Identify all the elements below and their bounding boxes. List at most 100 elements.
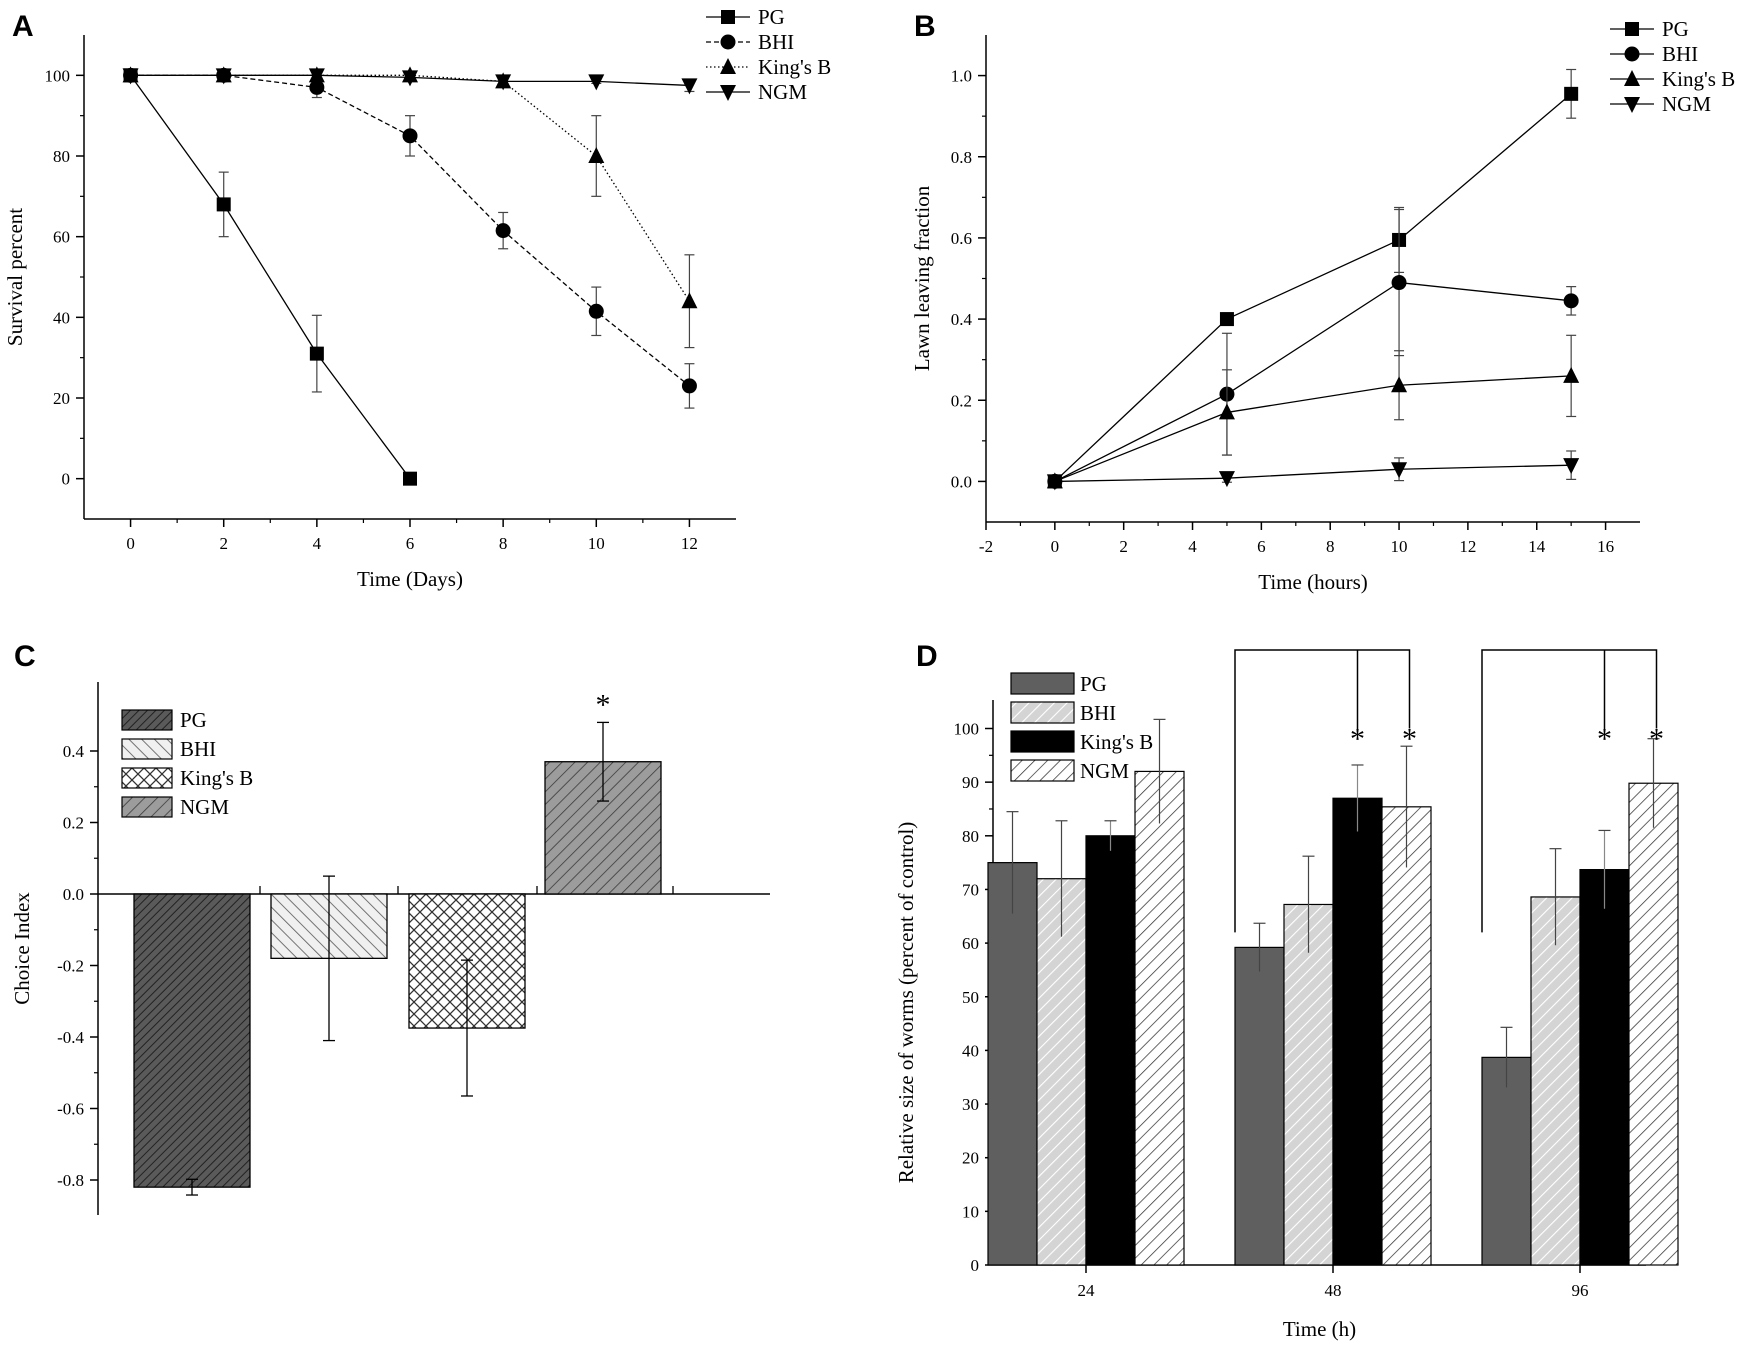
panel-d-y-tick-label: 20 [962,1149,979,1168]
panel-letter-b: B [914,10,936,43]
panel-a-y-tick-label: 100 [45,66,71,85]
panel-b-series-bhi [1047,208,1579,489]
panel-d-y-tick-label: 70 [962,880,979,899]
panel-b-data-point [1563,458,1580,475]
panel-d-legend-label: BHI [1080,701,1116,725]
panel-a-data-point [308,68,325,85]
panel-d-y-tick-label: 0 [971,1256,980,1275]
panel-a-series-line [130,74,411,480]
panel-a-data-point [403,471,417,486]
panel-a-y-tick-label: 0 [62,470,71,489]
panel-b-x-tick-label: -2 [979,537,993,556]
panel-a-data-point [681,78,698,95]
panel-d-bar [1332,797,1383,1266]
panel-c-legend-swatch [121,796,173,818]
panel-a-y-tick-label: 80 [53,147,70,166]
panel-d-bar [1283,903,1334,1266]
panel-b-y-tick-label: 0.0 [951,472,972,491]
panel-b-data-point [1391,462,1408,479]
panel-a-data-point [215,68,232,85]
panel-c-y-axis-title: Choice Index [10,892,34,1005]
panel-a-data-point [588,74,605,91]
panel-d: D 0 10 20 30 40 50 60 70 80 90 100 24 48 96 Time (h) Re… [894,640,1679,1341]
panel-b-x-tick-label: 4 [1188,537,1197,556]
panel-a-legend-label: PG [758,5,785,29]
panel-d-bar [1481,1056,1532,1266]
panel-d-bar [1234,946,1285,1266]
panel-c-legend-swatch [121,709,173,731]
panel-b-series-line [1054,375,1572,483]
panel-a-data-point [402,128,418,144]
panel-a-x-tick-label: 4 [313,534,322,553]
panel-b-y-tick-label: 0.6 [951,229,972,248]
panel-d-bracket-line [1481,649,1658,933]
panel-c-y-tick-label: -0.4 [57,1028,84,1047]
panel-b-y-tick-label: 0.2 [951,391,972,410]
panel-d-significance-bracket-96: * * [1481,649,1664,933]
panel-b-series-line [1054,281,1572,482]
panel-a-data-point [122,68,139,85]
panel-d-bar [987,862,1038,1266]
panel-c-y-tick-label: 0.2 [63,814,84,833]
panel-d-legend-label: PG [1080,672,1107,696]
panel-b-y-axis-title: Lawn leaving fraction [910,185,934,371]
panel-d-legend-label: NGM [1080,759,1129,783]
panel-d-significance-star: * [1649,723,1664,756]
panel-c-y-tick-label: 0.4 [63,742,85,761]
panel-d-legend-swatch [1010,730,1075,753]
panel-d-significance-star: * [1402,723,1417,756]
panel-a-y-tick-label: 40 [53,308,70,327]
panel-d-x-axis-title: Time (h) [1283,1317,1356,1341]
panel-b-series-line [1054,464,1572,483]
panel-b-legend-label: King's B [1662,67,1735,91]
panel-b-data-point [1563,293,1579,309]
panel-b-legend-label: PG [1662,17,1689,41]
panel-b-series-line [1054,93,1572,482]
panel-a-series-line [130,74,690,302]
panel-d-bar [1134,770,1185,1266]
panel-a-data-point [309,79,325,95]
panel-b-data-point [1391,376,1408,393]
panel-d-legend-swatch [1010,672,1075,695]
panel-b-legend-label: NGM [1662,92,1711,116]
panel-a-legend-label: NGM [758,80,807,104]
panel-b-y-tick-label: 0.4 [951,310,973,329]
panel-a-legend-label: King's B [758,55,831,79]
panel-d-y-axis-title: Relative size of worms (percent of contr… [894,822,918,1184]
panel-d-series-bhi [1036,820,1581,1266]
panel-a-data-point [681,378,697,394]
panel-b-x-tick-label: 2 [1119,537,1128,556]
panel-b-x-tick-label: 14 [1528,537,1546,556]
panel-c-bar-king-s-b [408,893,526,1097]
panel-c-bar-bhi [270,875,388,1042]
panel-b-data-point [1046,474,1063,491]
panel-b-series-king-s-b [1046,334,1580,489]
panel-b-series-pg [1047,68,1579,489]
panel-d-legend-swatch [1010,759,1075,782]
panel-b-data-point [1219,312,1234,327]
panel-a-x-tick-label: 6 [406,534,415,553]
panel-d-y-tick-label: 10 [962,1202,979,1221]
panel-b-data-point [1564,86,1579,101]
panel-b-legend-marker [1624,97,1640,113]
panel-b-x-tick-label: 0 [1051,537,1060,556]
panel-c-legend-swatch [121,767,173,789]
panel-d-significance-bracket-48: * * [1234,649,1417,933]
panel-c-significance-star: * [596,688,611,721]
panel-c-legend-label: PG [180,708,207,732]
panel-a-data-point [309,346,324,361]
panel-b-legend-marker [1624,46,1640,62]
panel-d-x-tick-label: 96 [1572,1281,1589,1300]
panel-b-data-point [1563,366,1580,383]
panel-a-series-ngm [122,68,698,95]
panel-d-significance-star: * [1597,723,1612,756]
panel-b-x-tick-label: 12 [1459,537,1476,556]
panel-b-x-tick-label: 8 [1326,537,1335,556]
panel-c-legend-label: King's B [180,766,253,790]
panel-d-y-tick-label: 80 [962,827,979,846]
panel-a-legend-label: BHI [758,30,794,54]
panel-a-legend-marker [721,10,735,24]
